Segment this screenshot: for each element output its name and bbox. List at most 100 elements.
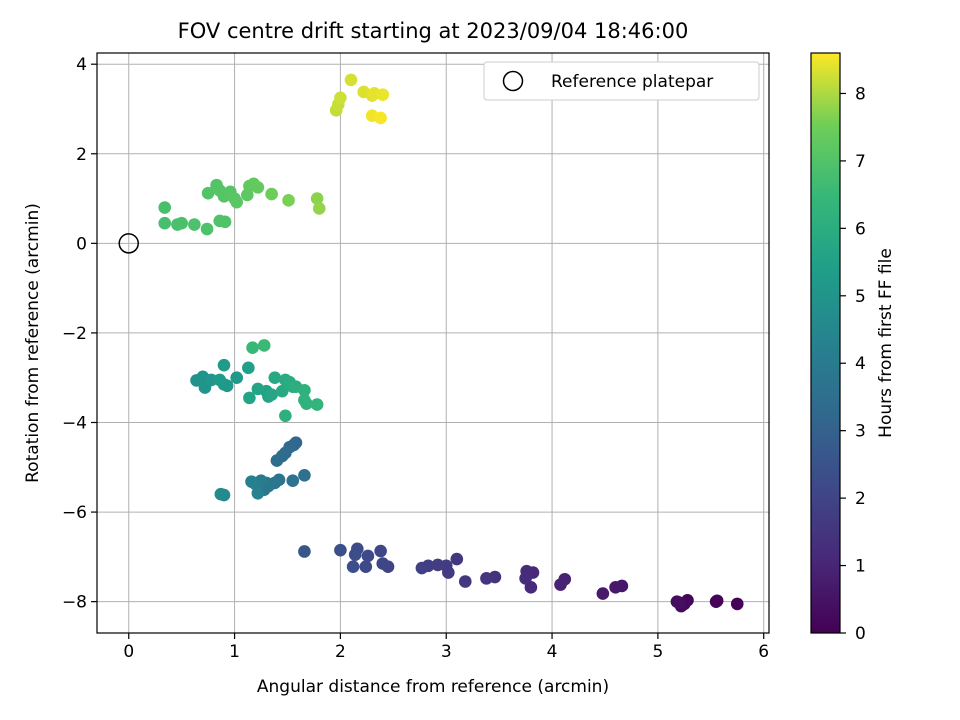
data-point xyxy=(245,475,258,488)
data-points xyxy=(158,73,744,613)
x-tick-label: 3 xyxy=(441,642,452,662)
data-point xyxy=(450,552,464,566)
data-point xyxy=(298,383,311,397)
colorbar-gradient xyxy=(810,52,841,634)
data-point xyxy=(730,597,744,611)
data-point xyxy=(609,581,622,594)
data-point xyxy=(596,587,610,600)
legend-reference-label: Reference platepar xyxy=(551,72,713,92)
data-point xyxy=(458,575,472,588)
grid-lines xyxy=(97,53,769,633)
x-axis-label: Angular distance from reference (arcmin) xyxy=(257,677,609,697)
data-point xyxy=(214,487,228,501)
colorbar-tick-label: 4 xyxy=(855,354,866,374)
data-point xyxy=(230,195,243,209)
data-point xyxy=(242,361,255,375)
x-tick-label: 1 xyxy=(229,642,240,662)
data-point xyxy=(243,391,256,405)
data-point xyxy=(275,384,289,398)
y-tick-label: −6 xyxy=(62,503,87,523)
data-point xyxy=(246,341,259,355)
data-point xyxy=(265,388,278,402)
data-point xyxy=(334,91,347,105)
x-tick-label: 4 xyxy=(547,642,558,662)
x-tick-label: 2 xyxy=(335,642,346,662)
y-tick-label: −2 xyxy=(62,324,87,344)
data-point xyxy=(348,548,362,561)
data-point xyxy=(201,186,215,200)
data-point xyxy=(251,382,265,396)
data-point xyxy=(359,560,373,574)
colorbar-ticks: 0 1 2 3 4 5 6 7 8 xyxy=(840,84,866,644)
colorbar-tick-label: 7 xyxy=(855,152,866,172)
data-point xyxy=(282,194,295,207)
x-tick-label: 6 xyxy=(758,642,769,662)
y-tick-label: −8 xyxy=(62,593,87,613)
data-point xyxy=(431,558,445,572)
data-point xyxy=(374,111,387,125)
x-axis-ticks: 0 1 2 3 4 5 6 xyxy=(123,633,769,662)
data-point xyxy=(213,373,227,387)
data-point xyxy=(265,187,278,201)
y-axis-ticks: −8 −6 −4 −2 0 2 4 xyxy=(62,55,97,613)
colorbar-tick-label: 0 xyxy=(855,624,866,644)
chart-title: FOV centre drift starting at 2023/09/04 … xyxy=(178,19,689,43)
data-point xyxy=(376,557,390,570)
data-point xyxy=(158,216,172,230)
data-point xyxy=(334,543,347,557)
colorbar-tick-label: 1 xyxy=(855,557,866,577)
data-point xyxy=(268,371,282,385)
data-point xyxy=(672,596,686,609)
data-point xyxy=(710,594,724,608)
colorbar-tick-label: 8 xyxy=(855,84,866,104)
data-point xyxy=(279,409,292,423)
data-point xyxy=(519,572,532,585)
data-point xyxy=(376,88,390,101)
data-point xyxy=(415,561,429,575)
legend-reference-icon xyxy=(502,70,524,92)
data-point xyxy=(554,578,567,591)
data-point xyxy=(251,486,265,500)
data-point xyxy=(218,215,232,229)
data-point xyxy=(257,339,271,352)
data-point xyxy=(188,218,201,231)
y-tick-label: 0 xyxy=(76,234,87,254)
data-point xyxy=(158,201,172,214)
data-point xyxy=(286,474,300,488)
data-point xyxy=(200,222,214,236)
y-tick-label: 2 xyxy=(76,145,87,165)
data-point xyxy=(300,397,313,410)
legend-box xyxy=(483,61,760,101)
data-point xyxy=(251,181,265,194)
y-tick-label: −4 xyxy=(62,413,87,433)
x-tick-label: 5 xyxy=(652,642,663,662)
data-point xyxy=(298,545,311,558)
data-point xyxy=(361,549,375,563)
colorbar-tick-label: 5 xyxy=(855,287,866,307)
data-point xyxy=(374,544,387,558)
reference-point xyxy=(118,233,139,254)
data-point xyxy=(312,202,326,215)
x-tick-label: 0 xyxy=(123,642,134,662)
colorbar-tick-label: 6 xyxy=(855,219,866,239)
colorbar-tick-label: 2 xyxy=(855,489,866,509)
data-point xyxy=(480,572,493,585)
plot-frame xyxy=(96,52,770,634)
data-point xyxy=(217,358,231,372)
data-point xyxy=(346,560,360,574)
data-point xyxy=(175,216,188,230)
reference-marker xyxy=(118,233,139,254)
colorbar-label: Hours from first FF file xyxy=(876,248,896,438)
data-point xyxy=(310,398,324,411)
legend: Reference platepar xyxy=(483,61,760,101)
colorbar-tick-label: 3 xyxy=(855,422,866,442)
data-point xyxy=(310,192,324,205)
data-point xyxy=(344,73,358,87)
y-tick-label: 4 xyxy=(76,55,87,75)
data-point xyxy=(298,469,311,482)
y-axis-label: Rotation from reference (arcmin) xyxy=(23,203,43,483)
colorbar: 0 1 2 3 4 5 6 7 8 Hours from first FF file xyxy=(810,52,896,644)
data-point xyxy=(230,371,243,385)
data-point xyxy=(270,454,284,467)
